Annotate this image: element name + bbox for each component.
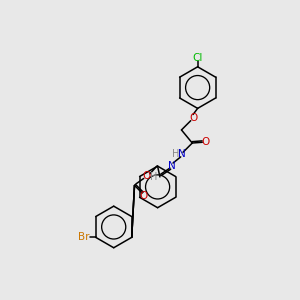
Text: O: O: [189, 112, 197, 123]
Text: Br: Br: [78, 232, 89, 242]
Text: N: N: [178, 149, 186, 159]
Text: H: H: [172, 149, 180, 159]
Text: O: O: [143, 171, 151, 181]
Text: N: N: [168, 161, 176, 171]
Text: H: H: [150, 172, 158, 182]
Text: O: O: [140, 191, 148, 201]
Text: O: O: [201, 137, 209, 147]
Text: Cl: Cl: [193, 53, 203, 63]
